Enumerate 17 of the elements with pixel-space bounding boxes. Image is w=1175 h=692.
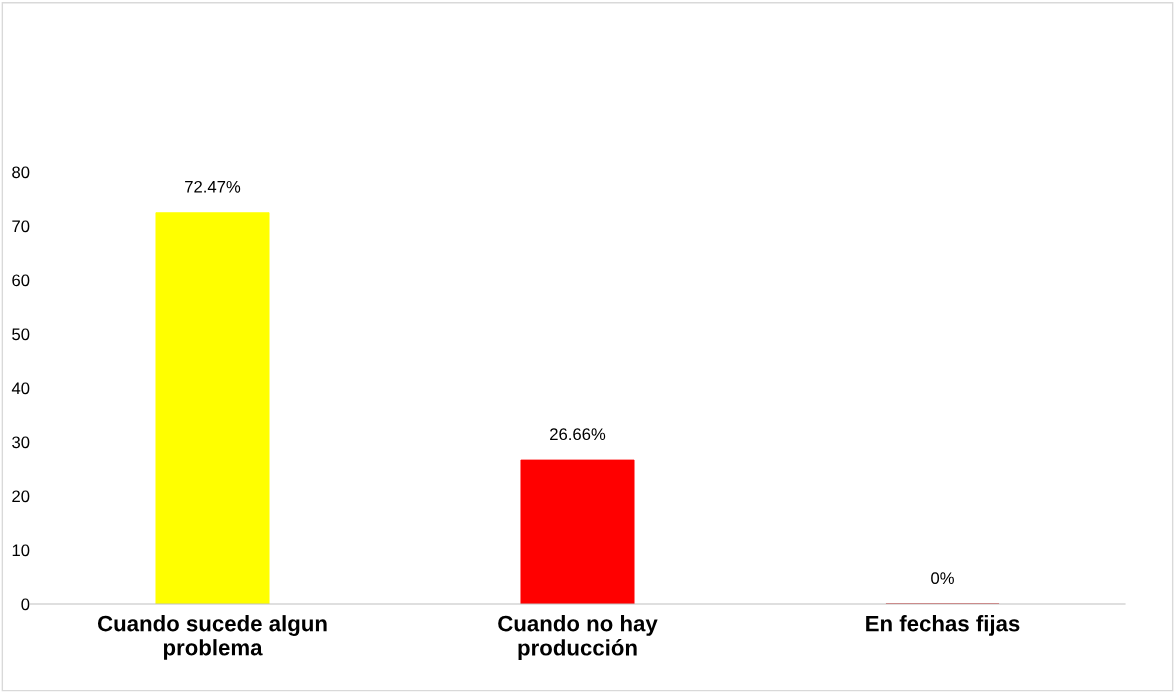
y-tick-label: 40 bbox=[11, 382, 30, 395]
data-label: 0% bbox=[931, 572, 954, 585]
y-tick-label: 30 bbox=[12, 436, 30, 449]
data-label: 72.47% bbox=[185, 180, 241, 193]
x-tick-label: Cuando no hay producción bbox=[498, 615, 658, 660]
y-tick-label: 10 bbox=[12, 544, 30, 557]
y-tick-label: 20 bbox=[12, 490, 30, 503]
y-tick-label: 60 bbox=[12, 274, 30, 287]
data-label: 26.66% bbox=[550, 428, 606, 441]
y-tick-label: 0 bbox=[21, 598, 30, 611]
x-tick-label: Cuando sucede algun problema bbox=[97, 615, 327, 660]
y-tick-label: 50 bbox=[12, 328, 30, 341]
bar bbox=[520, 459, 635, 604]
bar bbox=[155, 212, 270, 604]
y-tick-label: 80 bbox=[12, 166, 30, 179]
x-tick-label: En fechas fijas bbox=[866, 615, 1020, 636]
y-tick-label: 70 bbox=[12, 220, 30, 233]
